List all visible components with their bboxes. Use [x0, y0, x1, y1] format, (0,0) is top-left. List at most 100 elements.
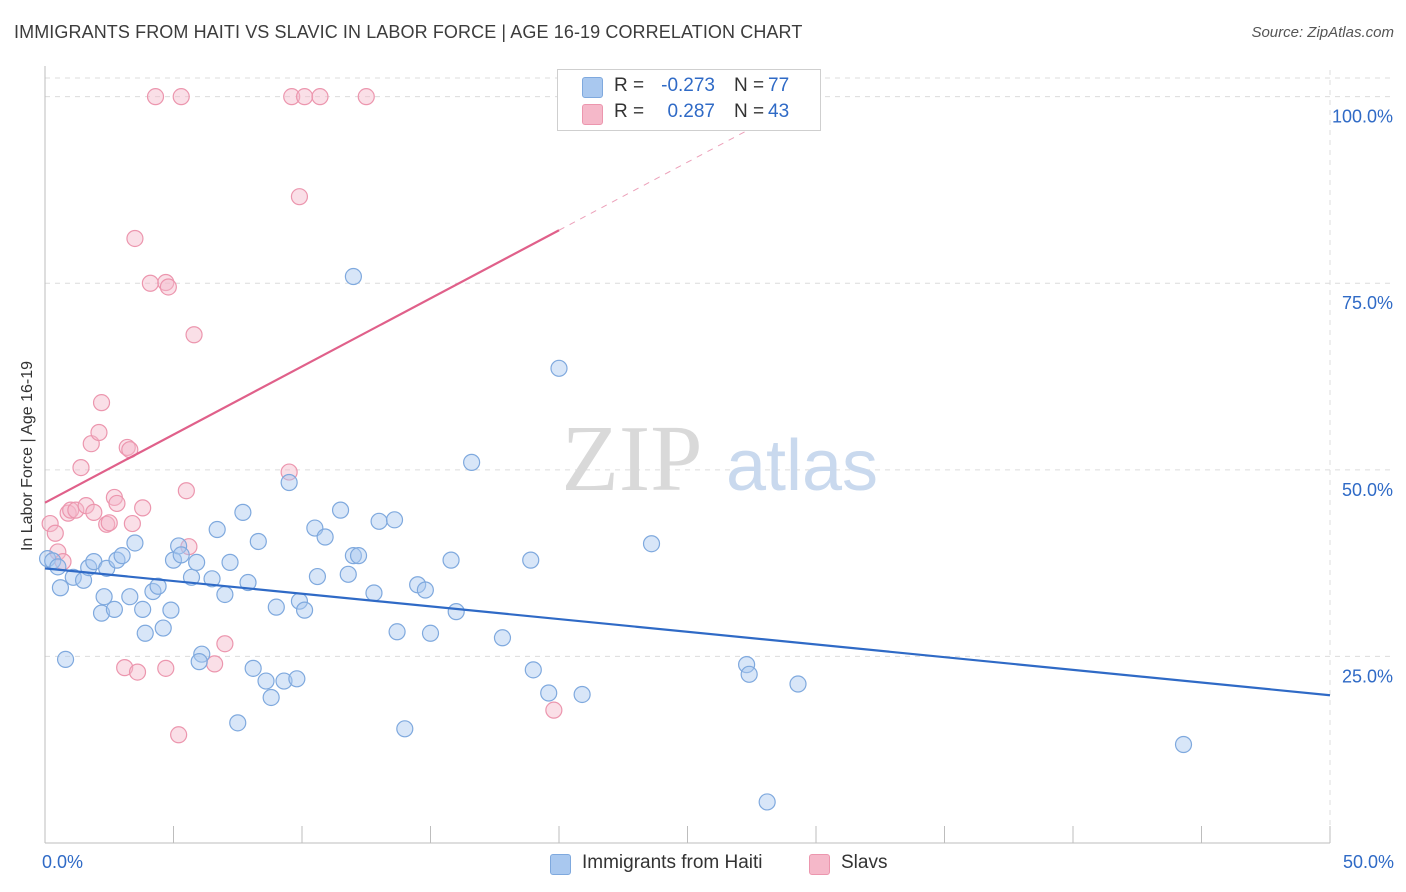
- legend-label: Immigrants from Haiti: [582, 852, 763, 873]
- haiti-point: [642, 535, 661, 553]
- slavs-trend-extension: [558, 120, 765, 231]
- haiti-point: [188, 553, 206, 571]
- slavs-point: [295, 88, 314, 106]
- haiti-point: [740, 665, 758, 683]
- watermark-atlas: atlas: [726, 426, 878, 506]
- slavs-point: [62, 501, 80, 519]
- haiti-point: [113, 547, 131, 565]
- chart-title: IMMIGRANTS FROM HAITI VS SLAVIC IN LABOR…: [14, 22, 803, 42]
- haiti-point: [144, 582, 162, 601]
- haiti-point: [421, 624, 440, 642]
- slavs-points: [41, 88, 563, 744]
- haiti-point: [182, 568, 201, 586]
- haiti-point: [344, 267, 362, 286]
- slavs-point: [290, 188, 309, 206]
- haiti-point: [105, 600, 123, 618]
- gridlines: [45, 70, 1392, 843]
- haiti-point: [385, 511, 404, 529]
- haiti-point: [257, 672, 275, 690]
- haiti-point: [280, 473, 298, 492]
- haiti-point: [162, 601, 180, 619]
- haiti-point: [295, 601, 314, 619]
- n-label: N =: [734, 101, 765, 122]
- haiti-point: [573, 685, 591, 704]
- y-tick-labels: 25.0% 50.0% 75.0% 100.0%: [1332, 107, 1393, 687]
- haiti-point: [396, 720, 414, 738]
- slavs-point: [159, 278, 177, 296]
- slavs-trend-line: [44, 229, 560, 504]
- watermark-zip: ZIP: [562, 407, 703, 511]
- haiti-point: [134, 600, 152, 618]
- haiti-point: [442, 551, 460, 569]
- haiti-point: [789, 675, 807, 693]
- legend-label: Slavs: [841, 852, 888, 873]
- haiti-point: [56, 650, 75, 669]
- slavs-point: [116, 659, 134, 677]
- haiti-point: [121, 588, 139, 606]
- haiti-point: [190, 653, 208, 671]
- haiti-point: [388, 623, 406, 641]
- r-label: R =: [614, 101, 645, 122]
- haiti-point: [64, 568, 82, 586]
- haiti-point: [339, 565, 357, 583]
- n-value: 77: [768, 75, 790, 96]
- slavs-point: [141, 274, 159, 292]
- haiti-point: [522, 551, 540, 569]
- correlation-legend: R = -0.273 N = 77 R = 0.287 N = 43: [557, 69, 821, 131]
- y-tick-label: 75.0%: [1342, 293, 1393, 313]
- haiti-point: [370, 512, 388, 530]
- slavs-point: [128, 663, 147, 681]
- haiti-point: [136, 624, 154, 642]
- slavs-point: [170, 726, 188, 744]
- haiti-point: [172, 546, 190, 564]
- trend-lines: [44, 120, 1331, 697]
- slavs-point: [146, 88, 165, 106]
- slavs-point: [157, 659, 175, 677]
- n-value: 43: [768, 101, 790, 122]
- slavs-point: [177, 482, 195, 500]
- haiti-points: [38, 267, 1193, 811]
- haiti-swatch: [550, 854, 571, 875]
- slavs-point: [67, 501, 85, 519]
- haiti-trend-line: [44, 567, 1331, 697]
- slavs-point: [185, 326, 203, 344]
- r-label: R =: [614, 75, 645, 96]
- n-label: N =: [734, 75, 765, 96]
- slavs-point: [46, 524, 64, 542]
- haiti-point: [203, 570, 221, 588]
- haiti-point: [738, 656, 756, 674]
- y-tick-label: 25.0%: [1342, 666, 1393, 686]
- slavs-point: [118, 438, 136, 457]
- haiti-point: [1174, 735, 1193, 754]
- slavs-point: [85, 503, 103, 521]
- haiti-point: [493, 629, 512, 647]
- slavs-point: [216, 635, 234, 653]
- slavs-point: [172, 88, 190, 106]
- legend-row-haiti: R = -0.273 N = 77: [558, 75, 820, 102]
- haiti-point: [208, 520, 226, 539]
- slavs-point: [100, 514, 118, 532]
- haiti-point: [758, 793, 776, 811]
- haiti-point: [51, 579, 70, 597]
- chart-source: Source: ZipAtlas.com: [1251, 24, 1394, 41]
- haiti-point: [229, 714, 247, 732]
- y-tick-label: 100.0%: [1332, 107, 1393, 127]
- slavs-point: [92, 394, 111, 412]
- slavs-point: [134, 499, 152, 517]
- haiti-point: [234, 503, 252, 521]
- haiti-point: [49, 558, 67, 576]
- haiti-point: [249, 532, 267, 551]
- haiti-point: [344, 547, 362, 565]
- r-value: -0.273: [661, 75, 715, 96]
- haiti-point: [154, 619, 172, 637]
- watermark: ZIP atlas: [562, 407, 879, 511]
- slavs-point: [72, 458, 90, 477]
- y-tick-label: 50.0%: [1342, 480, 1393, 500]
- haiti-point: [95, 588, 113, 606]
- slavs-point: [126, 229, 144, 248]
- haiti-point: [447, 603, 465, 621]
- haiti-point: [216, 585, 234, 604]
- haiti-point: [221, 553, 239, 571]
- haiti-point: [262, 688, 280, 707]
- haiti-point: [288, 670, 306, 688]
